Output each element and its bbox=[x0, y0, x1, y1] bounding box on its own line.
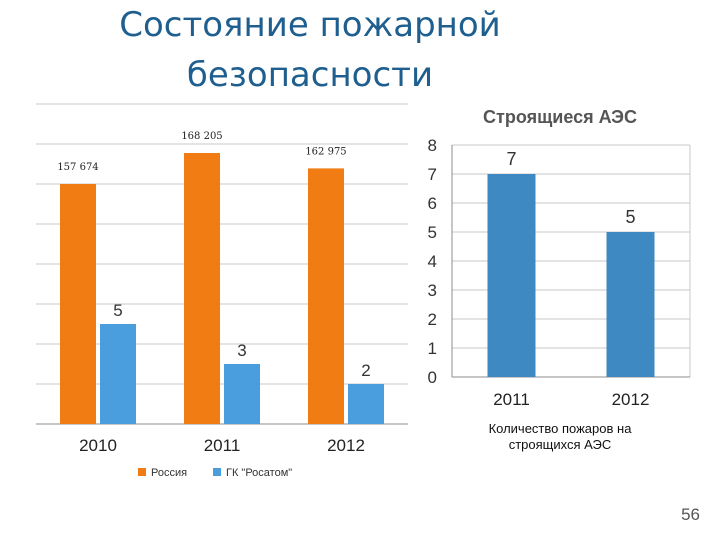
x-tick-label: 2012 bbox=[327, 436, 365, 455]
data-label-npp: 7 bbox=[506, 149, 516, 169]
y-tick-label: 6 bbox=[428, 194, 437, 213]
legend-swatch-russia bbox=[138, 468, 146, 476]
legend-label-rosatom: ГК "Росатом" bbox=[226, 467, 292, 479]
data-label-rosatom: 2 bbox=[361, 361, 370, 380]
page-number: 56 bbox=[681, 505, 700, 524]
x-tick-label: 2011 bbox=[493, 390, 530, 409]
npp-chart-title: Строящиеся АЭС bbox=[483, 107, 637, 127]
data-label-rosatom: 5 bbox=[113, 301, 122, 320]
y-tick-label: 8 bbox=[428, 136, 437, 155]
data-label-russia: 157 674 bbox=[57, 162, 98, 173]
bar-rosatom bbox=[348, 384, 384, 424]
data-label-russia: 168 205 bbox=[181, 131, 222, 142]
x-tick-label: 2010 bbox=[79, 436, 117, 455]
y-tick-label: 3 bbox=[428, 281, 437, 300]
bar-rosatom bbox=[100, 324, 136, 424]
y-tick-label: 7 bbox=[428, 165, 437, 184]
data-label-russia: 162 975 bbox=[305, 146, 346, 157]
data-label-rosatom: 3 bbox=[237, 341, 246, 360]
bar-rosatom bbox=[224, 364, 260, 424]
y-tick-label: 5 bbox=[428, 223, 437, 242]
data-label-npp: 5 bbox=[625, 207, 635, 227]
x-tick-label: 2012 bbox=[612, 390, 650, 409]
y-tick-label: 2 bbox=[428, 310, 437, 329]
y-tick-label: 1 bbox=[428, 339, 437, 358]
legend-label-russia: Россия bbox=[151, 467, 187, 479]
legend-swatch-rosatom bbox=[213, 468, 221, 476]
slide-title-line-1: Состояние пожарной bbox=[119, 5, 501, 45]
left-fire-chart: 157 674 5 2010 168 205 3 2011 162 975 2 2012 Росс… bbox=[36, 103, 408, 479]
y-tick-label: 0 bbox=[428, 368, 437, 387]
slide-title-line-2: безопасности bbox=[186, 55, 434, 95]
slide-title: Состояние пожарной безопасности bbox=[20, 0, 600, 100]
bar-russia bbox=[308, 168, 344, 424]
npp-fire-chart: Строящиеся АЭС 0 1 2 3 4 5 6 7 8 7 2011 5 2012 bbox=[428, 107, 691, 409]
bar-russia bbox=[184, 153, 220, 424]
bar-npp bbox=[487, 174, 536, 377]
npp-chart-xlabel: Количество пожаров на строящихся АЭС bbox=[488, 421, 632, 452]
x-tick-label: 2011 bbox=[204, 436, 241, 455]
bar-npp bbox=[606, 232, 655, 377]
bar-russia bbox=[60, 184, 96, 424]
y-tick-label: 4 bbox=[428, 252, 437, 271]
